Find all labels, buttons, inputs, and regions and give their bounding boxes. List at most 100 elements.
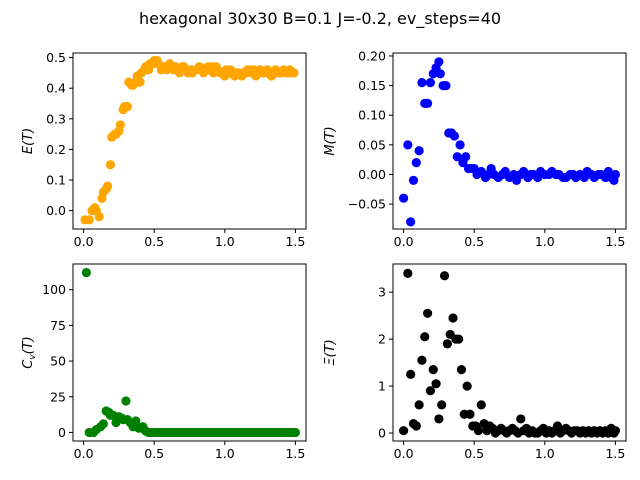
data-point bbox=[417, 355, 427, 365]
x-tick-label: 1.5 bbox=[285, 446, 305, 461]
data-point bbox=[473, 426, 484, 436]
data-point bbox=[398, 426, 409, 436]
x-tick-label: 1.0 bbox=[535, 234, 555, 249]
data-point bbox=[423, 308, 433, 318]
x-tick-label: 1.0 bbox=[215, 234, 235, 249]
data-point bbox=[406, 217, 416, 227]
data-point bbox=[115, 120, 125, 130]
y-tick-label: 0.05 bbox=[358, 137, 386, 152]
data-point bbox=[448, 313, 458, 323]
x-tick-label: 0.5 bbox=[144, 234, 164, 249]
y-axis-label: Ξ(T) bbox=[323, 339, 338, 365]
axes-frame bbox=[392, 263, 627, 442]
y-tick-label: 0.0 bbox=[46, 203, 66, 218]
x-tick-label: 0.0 bbox=[74, 234, 94, 249]
y-tick-label: −0.05 bbox=[348, 197, 386, 212]
axes-frame bbox=[72, 263, 307, 442]
y-tick-label: 50 bbox=[50, 354, 66, 369]
data-point bbox=[406, 369, 416, 379]
data-point bbox=[425, 78, 436, 88]
data-point bbox=[105, 160, 116, 170]
data-point bbox=[417, 78, 427, 88]
data-point bbox=[465, 409, 475, 419]
data-point bbox=[414, 400, 424, 410]
y-tick-label: 25 bbox=[50, 389, 66, 404]
data-point bbox=[425, 386, 436, 396]
y-tick-label: 0.2 bbox=[46, 142, 66, 157]
data-point bbox=[403, 140, 413, 150]
y-tick-label: 0.4 bbox=[46, 81, 66, 96]
data-point bbox=[84, 215, 94, 225]
data-point bbox=[434, 414, 444, 424]
data-point bbox=[290, 427, 301, 438]
data-point bbox=[455, 140, 465, 150]
data-point bbox=[423, 98, 433, 108]
x-tick-label: 1.0 bbox=[535, 446, 555, 461]
data-point bbox=[289, 68, 299, 78]
data-point bbox=[98, 419, 108, 429]
y-tick-label: 0.10 bbox=[358, 108, 386, 123]
data-point bbox=[122, 101, 132, 112]
data-point bbox=[441, 80, 451, 91]
y-tick-label: 3 bbox=[378, 285, 386, 300]
data-point bbox=[131, 416, 141, 426]
data-point bbox=[435, 69, 445, 79]
data-point bbox=[135, 77, 145, 87]
x-tick-label: 0.0 bbox=[74, 446, 94, 461]
y-tick-label: 0.5 bbox=[46, 50, 66, 65]
y-tick-label: 1 bbox=[378, 379, 386, 394]
axes-frame bbox=[72, 52, 307, 230]
y-tick-label: 0.3 bbox=[46, 111, 66, 126]
data-point bbox=[81, 267, 92, 278]
data-point bbox=[94, 212, 104, 222]
panel-magnetization: 0.0 0.5 1.0 1.5 −0.05 0.00 0.05 0.10 0.15 0.20 M(T… bbox=[323, 48, 627, 249]
x-tick-label: 1.0 bbox=[215, 446, 235, 461]
data-point bbox=[403, 268, 413, 278]
data-point bbox=[516, 414, 526, 424]
y-tick-label: 0.00 bbox=[358, 167, 386, 182]
x-tick-label: 0.5 bbox=[464, 446, 484, 461]
data-point bbox=[461, 152, 471, 162]
data-point bbox=[398, 193, 409, 203]
x-tick-label: 1.5 bbox=[605, 234, 625, 249]
x-tick-label: 0.0 bbox=[394, 446, 414, 461]
data-point bbox=[411, 421, 421, 431]
panel-susceptibility: 0.0 0.5 1.0 1.5 0 1 2 3 Ξ(T) bbox=[323, 263, 627, 461]
data-point bbox=[439, 271, 450, 281]
x-tick-label: 1.5 bbox=[285, 234, 305, 249]
data-point bbox=[414, 146, 424, 156]
data-point bbox=[428, 365, 438, 375]
y-tick-label: 0 bbox=[378, 426, 386, 441]
data-point bbox=[408, 175, 419, 186]
data-point bbox=[454, 334, 464, 344]
x-tick-label: 0.0 bbox=[394, 234, 414, 249]
data-point bbox=[462, 381, 472, 391]
data-point bbox=[449, 131, 460, 141]
y-tick-label: 0.1 bbox=[46, 173, 66, 188]
y-axis-label: E(T) bbox=[21, 128, 36, 154]
y-tick-label: 2 bbox=[378, 332, 386, 347]
data-point bbox=[610, 169, 621, 180]
x-tick-label: 1.5 bbox=[605, 446, 625, 461]
data-point bbox=[103, 181, 113, 191]
y-tick-label: 0.15 bbox=[358, 78, 386, 93]
data-point bbox=[476, 400, 486, 410]
y-tick-label: 0.20 bbox=[358, 48, 386, 63]
data-point bbox=[431, 379, 441, 389]
y-axis-label: Cv(T) bbox=[21, 336, 38, 369]
y-axis-label: M(T) bbox=[323, 126, 338, 155]
axes-frame bbox=[392, 52, 627, 230]
data-point bbox=[452, 152, 462, 162]
y-tick-label: 75 bbox=[50, 318, 66, 333]
data-point bbox=[434, 57, 444, 67]
figure-suptitle: hexagonal 30x30 B=0.1 J=-0.2, ev_steps=4… bbox=[139, 9, 501, 29]
data-point bbox=[411, 158, 421, 168]
y-tick-label: 100 bbox=[42, 282, 66, 297]
data-point bbox=[437, 400, 447, 410]
data-point bbox=[420, 332, 430, 342]
data-point bbox=[121, 396, 131, 406]
data-point bbox=[610, 426, 621, 436]
x-tick-label: 0.5 bbox=[144, 446, 164, 461]
x-tick-label: 0.5 bbox=[464, 234, 484, 249]
